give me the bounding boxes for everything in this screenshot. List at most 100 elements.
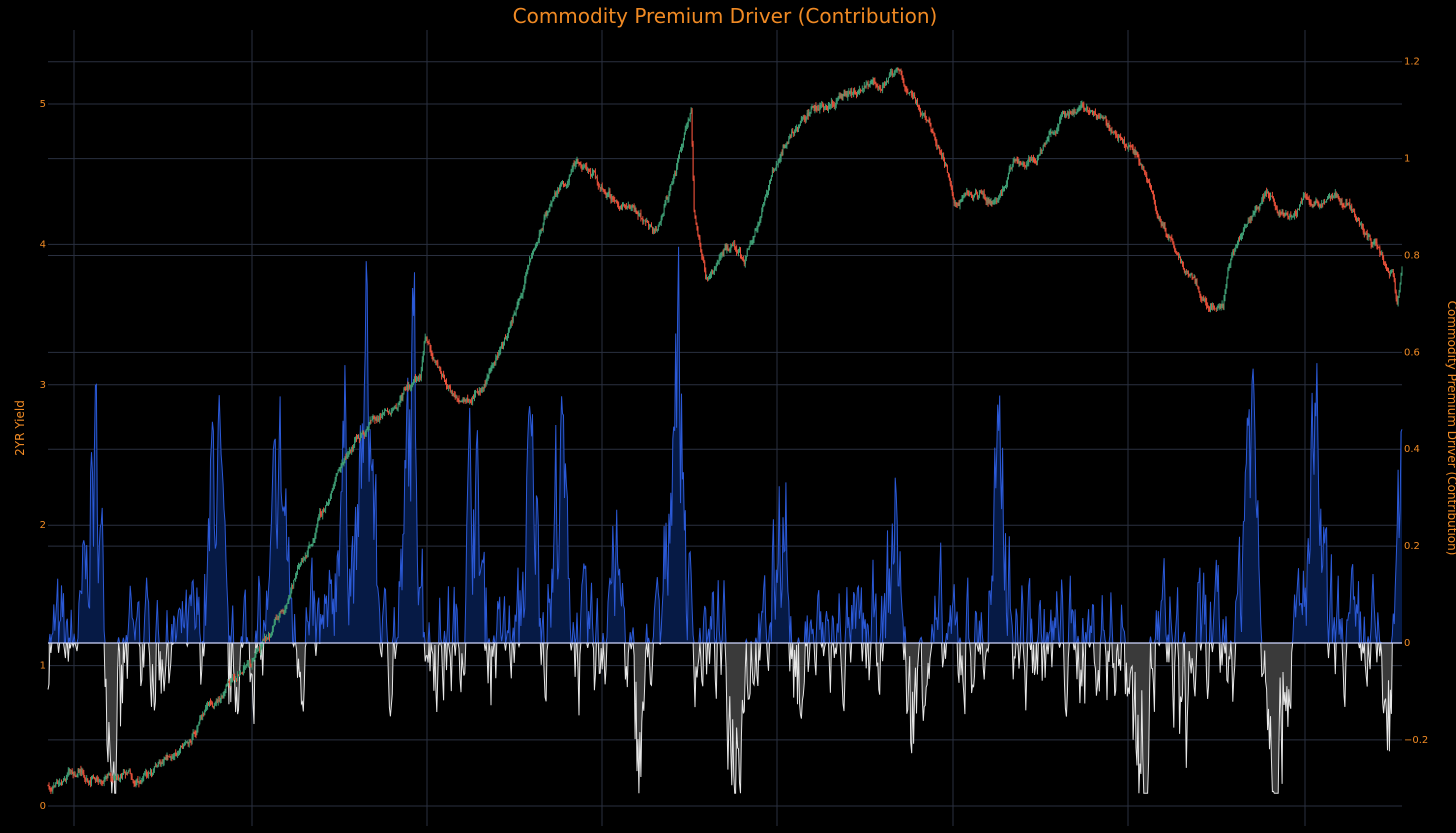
- candle: [1205, 296, 1207, 306]
- candle: [563, 181, 564, 188]
- candle: [440, 366, 442, 374]
- candle: [227, 678, 229, 686]
- candle: [797, 126, 798, 133]
- candle: [1061, 112, 1063, 120]
- candle: [765, 194, 767, 201]
- candle: [328, 499, 330, 505]
- candle: [1158, 215, 1160, 221]
- candle: [1321, 199, 1323, 209]
- candle: [85, 777, 87, 784]
- candle: [116, 775, 118, 780]
- candle: [1110, 128, 1112, 136]
- candle: [240, 672, 242, 674]
- candle: [690, 107, 692, 114]
- candle: [654, 226, 656, 234]
- candle: [1212, 303, 1214, 310]
- candle: [1245, 224, 1247, 229]
- y-axis-right-label: Commodity Premium Driver (Contribution): [1445, 301, 1456, 556]
- candle: [823, 103, 825, 113]
- candle: [215, 698, 217, 707]
- candle: [1099, 113, 1101, 120]
- candle: [463, 397, 465, 404]
- candle: [1300, 201, 1301, 207]
- candle: [320, 508, 322, 518]
- candle: [534, 243, 536, 251]
- candle: [1215, 307, 1217, 312]
- candle: [676, 163, 678, 176]
- candle: [1047, 135, 1049, 142]
- candle: [660, 215, 662, 226]
- candle: [1313, 201, 1315, 207]
- candle: [176, 752, 178, 757]
- candle: [896, 67, 898, 73]
- candle: [864, 85, 866, 89]
- candle: [289, 594, 291, 599]
- candle: [802, 114, 804, 120]
- candle: [1369, 234, 1371, 241]
- candle: [1020, 160, 1022, 165]
- candle: [386, 410, 387, 412]
- candle: [1170, 236, 1172, 243]
- candle: [1000, 190, 1002, 198]
- candle: [466, 397, 468, 404]
- candle: [987, 197, 989, 207]
- candle: [1209, 306, 1210, 312]
- candle: [599, 187, 601, 192]
- candle: [546, 210, 548, 219]
- candle: [1026, 161, 1028, 170]
- candle: [901, 70, 903, 80]
- candle: [369, 416, 371, 425]
- candle: [919, 107, 921, 118]
- candle: [469, 398, 471, 405]
- candle: [775, 161, 777, 172]
- candle: [1141, 163, 1143, 170]
- candle: [1308, 195, 1310, 205]
- candle: [548, 207, 550, 213]
- candle: [1385, 261, 1387, 269]
- candle: [1292, 215, 1294, 218]
- candle: [646, 217, 648, 223]
- candle: [627, 201, 629, 209]
- candle: [1113, 130, 1115, 135]
- candle: [60, 782, 62, 786]
- candle: [965, 192, 967, 197]
- candle: [990, 197, 992, 206]
- candle: [600, 184, 602, 192]
- candle: [1355, 213, 1357, 221]
- candle: [1101, 115, 1103, 119]
- candle: [773, 168, 775, 172]
- candle: [128, 768, 130, 772]
- candle: [903, 78, 905, 87]
- candle: [1287, 210, 1289, 220]
- candle: [534, 247, 535, 252]
- candle: [428, 339, 430, 344]
- candle: [179, 748, 180, 755]
- candle: [862, 88, 864, 94]
- candle: [163, 756, 165, 766]
- candle: [420, 366, 422, 382]
- candle: [609, 188, 611, 199]
- y-right-tick-label: 0.4: [1404, 444, 1420, 455]
- candle: [695, 215, 697, 225]
- candle: [122, 772, 123, 780]
- y-left-tick-label: 1: [40, 661, 46, 672]
- candle: [164, 757, 166, 760]
- candle: [558, 187, 560, 194]
- candle: [377, 415, 379, 422]
- candle: [601, 182, 603, 190]
- candle: [1388, 271, 1390, 279]
- candle: [362, 430, 364, 435]
- negative-contribution-fill: [48, 643, 1402, 794]
- candle: [1029, 156, 1031, 162]
- candle: [374, 415, 376, 424]
- candle: [781, 149, 783, 157]
- candle: [681, 143, 682, 153]
- candle: [1379, 245, 1381, 257]
- candle: [881, 88, 883, 91]
- candle: [1337, 194, 1339, 200]
- candle: [104, 774, 106, 782]
- candle: [665, 196, 667, 206]
- candle: [258, 646, 260, 651]
- candle: [315, 527, 317, 539]
- candle: [54, 785, 56, 788]
